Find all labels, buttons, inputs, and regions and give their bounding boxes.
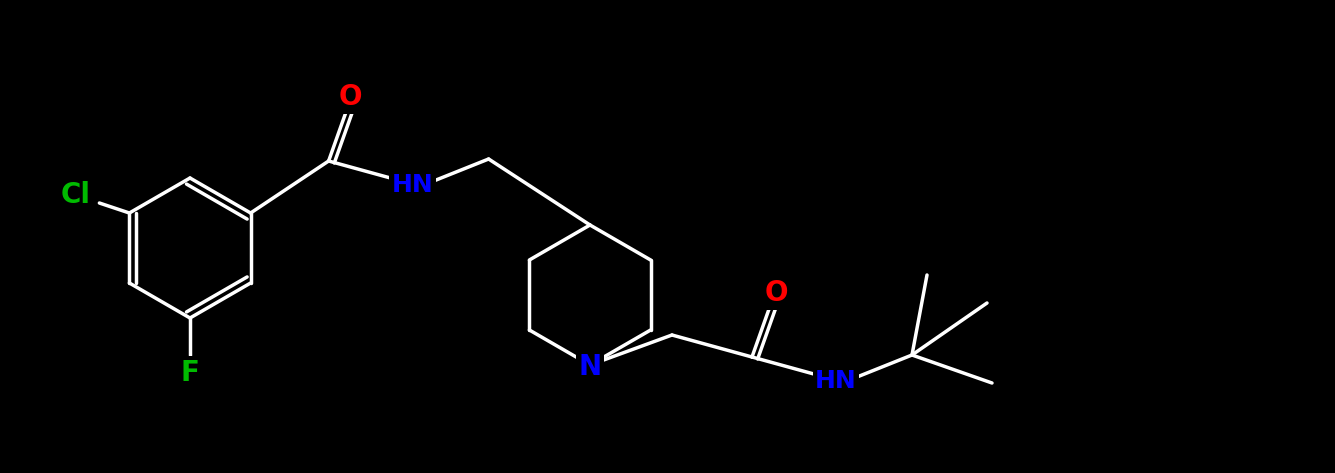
Text: N: N: [578, 353, 602, 381]
Text: F: F: [180, 359, 199, 387]
Text: HN: HN: [816, 369, 857, 393]
Text: O: O: [764, 279, 788, 307]
Text: HN: HN: [391, 173, 434, 197]
Text: O: O: [339, 83, 362, 111]
Text: Cl: Cl: [60, 181, 91, 209]
